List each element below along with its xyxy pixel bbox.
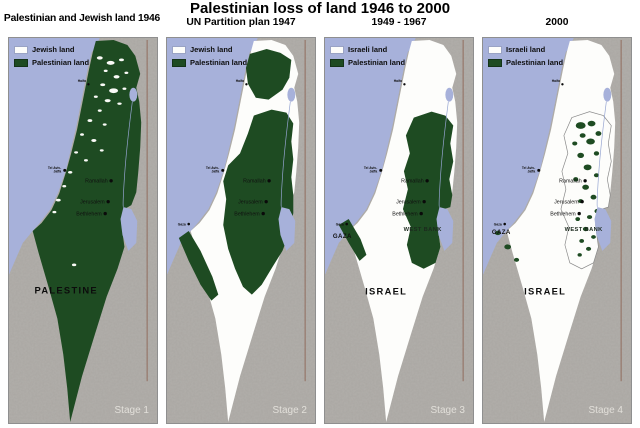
panel-1-header: Palestinian and Jewish land 1946 [3,13,161,24]
panel-2-header: UN Partition plan 1947 [186,17,296,28]
panel-3-header: 1949 - 1967 [371,17,427,28]
israeli-land-swatch [488,45,502,54]
dead-sea [120,207,138,251]
gaza-region-label: GAZA [492,229,511,236]
stage-label: Stage 1 [114,405,149,416]
city-label-telaviv-1: Tel Aviv- [522,166,535,170]
country-shape [32,39,142,423]
legend-label-israeli: Israeli land [506,45,546,54]
jordan-river [438,101,449,208]
city-label-jerusalem: Jerusalem [554,200,579,206]
legend-label-palestinian: Palestinian land [506,58,564,67]
gaza-region-label: GAZA [333,233,352,240]
map-panel-1947: Haifa Tel Aviv- Jaffa Gaza Ramallah Jeru… [166,37,316,424]
israeli-land-swatch [330,45,344,54]
city-label-bethlehem: Bethlehem [76,212,102,218]
palestinian-land-swatch [14,58,28,67]
palestinian-land-areas [338,111,454,269]
west-bank-label: WEST BANK [565,227,604,233]
region-label-israel: ISRAEL [365,286,407,297]
jordan-river [596,101,607,208]
dead-sea [594,207,612,251]
jordan-river [280,101,291,208]
legend-label-israeli: Israeli land [348,45,388,54]
city-label-jerusalem: Jerusalem [238,200,263,206]
legend-label-palestinian: Palestinian land [32,58,90,67]
palestinian-land-swatch [330,58,344,67]
city-label-bethlehem: Bethlehem [550,212,576,218]
map-panel-1946: Haifa Tel Aviv- Jaffa Ramallah Jerusalem… [8,37,158,424]
city-label-telaviv-1: Tel Aviv- [364,166,377,170]
palestinian-land-swatch [172,58,186,67]
west-bank-outline [560,111,612,270]
jewish-land-swatch [172,45,186,54]
legend: Israeli land Palestinian land [488,45,563,71]
city-label-ramallah: Ramallah [401,179,424,185]
city-label-jerusalem: Jerusalem [396,200,421,206]
city-label-jerusalem: Jerusalem [80,200,105,206]
city-label-bethlehem: Bethlehem [234,212,260,218]
city-label-haifa: Haifa [78,79,86,83]
legend-label-jewish: Jewish land [32,45,75,54]
west-bank-area [402,111,454,269]
jewish-land-swatch [14,45,28,54]
panel-4-header: 2000 [545,17,569,28]
gaza-strip-area [338,219,367,261]
jordan-river [122,101,133,208]
legend-label-palestinian: Palestinian land [348,58,406,67]
page-title: Palestinian loss of land 1946 to 2000 [189,0,451,17]
sea-of-galilee [603,87,612,102]
dead-sea [278,207,296,251]
stage-label: Stage 4 [588,405,623,416]
city-label-ramallah: Ramallah [243,179,266,185]
jewish-land-patches [52,56,129,267]
city-markers [345,83,429,226]
city-label-telaviv-2: Jaffa [53,169,61,173]
palestinian-land-fragments [494,120,602,262]
city-label-bethlehem: Bethlehem [392,212,418,218]
palestinian-land-areas [178,48,294,301]
region-label-palestine: PALESTINE [35,285,98,296]
legend: Israeli land Palestinian land [330,45,405,71]
map-panel-1949-1967: Haifa Tel Aviv- Jaffa Gaza Ramallah Jeru… [324,37,474,424]
map-panel-2000: Haifa Tel Aviv- Jaffa Gaza Ramallah Jeru… [482,37,632,424]
city-label-haifa: Haifa [394,79,402,83]
city-label-haifa: Haifa [236,79,244,83]
city-label-telaviv-2: Jaffa [369,169,377,173]
city-label-gaza: Gaza [336,223,344,227]
west-bank-label: WEST BANK [404,227,443,233]
sea-of-galilee [445,87,454,102]
sea-of-galilee [287,87,296,102]
city-markers [503,83,587,226]
mediterranean-sea [167,38,258,275]
mediterranean-sea [9,38,100,275]
sea-of-galilee [129,87,138,102]
legend-label-palestinian: Palestinian land [190,58,248,67]
city-label-telaviv-1: Tel Aviv- [48,166,61,170]
city-label-gaza: Gaza [178,223,186,227]
city-label-ramallah: Ramallah [559,179,582,185]
city-label-telaviv-1: Tel Aviv- [206,166,219,170]
legend: Jewish land Palestinian land [14,45,89,71]
city-label-ramallah: Ramallah [85,179,108,185]
mediterranean-sea [483,38,574,275]
city-markers [63,83,113,216]
city-label-telaviv-2: Jaffa [527,169,535,173]
city-label-gaza: Gaza [494,223,502,227]
city-label-haifa: Haifa [552,79,560,83]
region-label-israel: ISRAEL [524,286,566,297]
palestinian-land-swatch [488,58,502,67]
city-markers [187,83,271,226]
stage-label: Stage 2 [272,405,307,416]
city-label-telaviv-2: Jaffa [211,169,219,173]
mediterranean-sea [325,38,416,275]
legend: Jewish land Palestinian land [172,45,247,71]
dead-sea [436,207,454,251]
legend-label-jewish: Jewish land [190,45,233,54]
stage-label: Stage 3 [430,405,465,416]
